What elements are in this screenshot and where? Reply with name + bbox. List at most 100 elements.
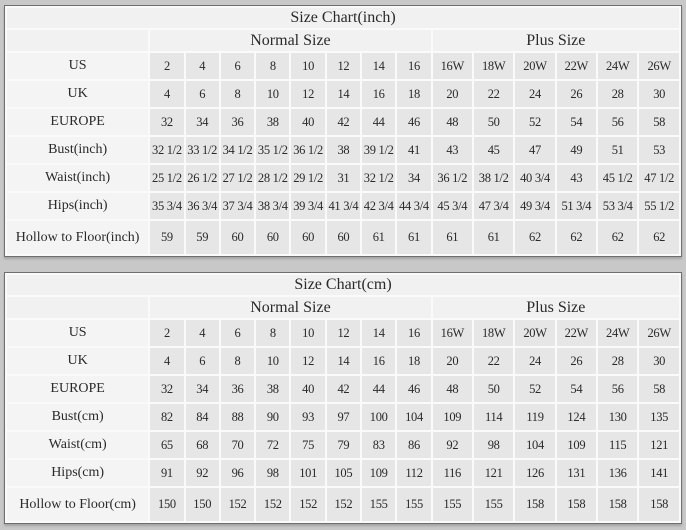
size-value-cell: 22 — [473, 81, 514, 107]
size-value-cell: 53 3/4 — [598, 193, 638, 219]
size-value-cell: 10 — [256, 348, 290, 374]
title-row: Size Chart(cm) — [7, 275, 679, 295]
normal-size-header: Normal Size — [150, 30, 431, 51]
size-value-cell: 14 — [326, 81, 361, 107]
size-value-cell: 109 — [362, 460, 396, 486]
size-value-cell: 60 — [220, 221, 255, 254]
size-value-cell: 65 — [150, 432, 184, 458]
size-value-cell: 40 3/4 — [515, 165, 555, 191]
size-value-cell: 38 1/2 — [473, 165, 514, 191]
table-title: Size Chart(cm) — [7, 275, 679, 295]
size-value-cell: 16 — [362, 81, 396, 107]
size-value-cell: 30 — [639, 348, 679, 374]
size-value-cell: 31 — [326, 165, 361, 191]
size-value-cell: 46 — [397, 109, 431, 135]
table-row: Bust(cm) 82 84 88 90 93 97 100 104 109 114 119 124 13… — [7, 404, 679, 430]
size-value-cell: 150 — [150, 488, 184, 521]
size-value-cell: 88 — [220, 404, 255, 430]
size-value-cell: 8 — [220, 81, 255, 107]
size-value-cell: 24W — [598, 53, 638, 79]
size-value-cell: 54 — [556, 376, 597, 402]
size-value-cell: 98 — [474, 432, 514, 458]
size-value-cell: 155 — [362, 488, 396, 521]
size-value-cell: 43 — [556, 165, 597, 191]
size-value-cell: 46 — [397, 376, 431, 402]
size-value-cell: 14 — [362, 320, 396, 346]
row-label: UK — [7, 81, 149, 107]
size-value-cell: 38 — [256, 376, 290, 402]
size-value-cell: 34 — [185, 109, 219, 135]
size-value-cell: 34 — [185, 376, 219, 402]
size-value-cell: 92 — [185, 460, 219, 486]
size-value-cell: 26 — [556, 81, 597, 107]
table-row: EUROPE 32 34 36 38 40 42 44 46 48 50 52 54 56 58 — [7, 109, 679, 135]
size-value-cell: 51 — [598, 137, 638, 163]
size-value-cell: 54 — [556, 109, 597, 135]
size-value-cell: 158 — [556, 488, 597, 521]
size-value-cell: 8 — [220, 348, 255, 374]
size-value-cell: 47 — [515, 137, 555, 163]
table-row: US 2 4 6 8 10 12 14 16 16W 18W 20W 22W 24W 26W — [7, 320, 679, 346]
size-value-cell: 152 — [256, 488, 290, 521]
size-value-cell: 61 — [397, 221, 431, 254]
size-value-cell: 20 — [432, 348, 472, 374]
size-chart-inch-table: Size Chart(inch) Normal Size Plus Size U… — [4, 5, 682, 257]
row-label: US — [7, 320, 149, 346]
table-row: EUROPE 32 34 36 38 40 42 44 46 48 50 52 54 56 58 — [7, 376, 679, 402]
table-row: US 2 4 6 8 10 12 14 16 16W 18W 20W 22W 24W 26W — [7, 53, 679, 79]
size-value-cell: 62 — [556, 221, 597, 254]
size-value-cell: 70 — [220, 432, 255, 458]
size-value-cell: 121 — [474, 460, 514, 486]
size-value-cell: 124 — [556, 404, 597, 430]
size-value-cell: 141 — [639, 460, 679, 486]
size-value-cell: 116 — [432, 460, 472, 486]
size-value-cell: 62 — [598, 221, 638, 254]
table-row: Waist(inch) 25 1/2 26 1/2 27 1/2 28 1/2 29 1/… — [7, 165, 679, 191]
size-value-cell: 83 — [362, 432, 396, 458]
size-value-cell: 40 — [291, 376, 325, 402]
size-value-cell: 152 — [326, 488, 361, 521]
size-value-cell: 42 — [326, 376, 361, 402]
size-value-cell: 105 — [326, 460, 361, 486]
size-value-cell: 61 — [432, 221, 472, 254]
size-value-cell: 61 — [362, 221, 396, 254]
size-value-cell: 4 — [185, 320, 219, 346]
size-value-cell: 26 1/2 — [185, 165, 219, 191]
size-value-cell: 101 — [291, 460, 325, 486]
size-value-cell: 58 — [639, 376, 679, 402]
size-value-cell: 53 — [639, 137, 679, 163]
row-label: Hips(inch) — [7, 193, 149, 219]
size-value-cell: 16 — [397, 53, 431, 79]
size-value-cell: 109 — [432, 404, 472, 430]
row-label: Waist(cm) — [7, 432, 149, 458]
size-value-cell: 38 — [326, 137, 361, 163]
size-value-cell: 58 — [639, 109, 679, 135]
size-value-cell: 49 3/4 — [515, 193, 555, 219]
size-value-cell: 18W — [473, 53, 514, 79]
size-value-cell: 26W — [639, 53, 679, 79]
size-value-cell: 34 1/2 — [220, 137, 255, 163]
size-value-cell: 20W — [515, 53, 555, 79]
title-row: Size Chart(inch) — [7, 8, 679, 28]
row-label: Waist(inch) — [7, 165, 149, 191]
size-value-cell: 84 — [185, 404, 219, 430]
size-value-cell: 155 — [397, 488, 431, 521]
size-value-cell: 60 — [256, 221, 290, 254]
size-value-cell: 38 3/4 — [256, 193, 290, 219]
size-value-cell: 12 — [326, 53, 361, 79]
group-header-row: Normal Size Plus Size — [7, 30, 679, 51]
size-value-cell: 56 — [598, 376, 638, 402]
size-value-cell: 22W — [556, 320, 597, 346]
size-value-cell: 126 — [515, 460, 555, 486]
size-value-cell: 39 1/2 — [362, 137, 396, 163]
size-value-cell: 48 — [432, 109, 472, 135]
size-value-cell: 18 — [397, 81, 431, 107]
table-row: Hollow to Floor(inch) 59 59 60 60 60 60 61 61 61 6… — [7, 221, 679, 254]
corner-cell — [7, 297, 149, 318]
size-table-body: US 2 4 6 8 10 12 14 16 16W 18W 20W 22W 24W 26W UK 4 6 8 10 1… — [7, 53, 679, 254]
size-value-cell: 130 — [598, 404, 638, 430]
size-value-cell: 6 — [185, 348, 219, 374]
size-value-cell: 32 — [150, 109, 184, 135]
plus-size-header: Plus Size — [432, 30, 679, 51]
size-value-cell: 38 — [256, 109, 290, 135]
